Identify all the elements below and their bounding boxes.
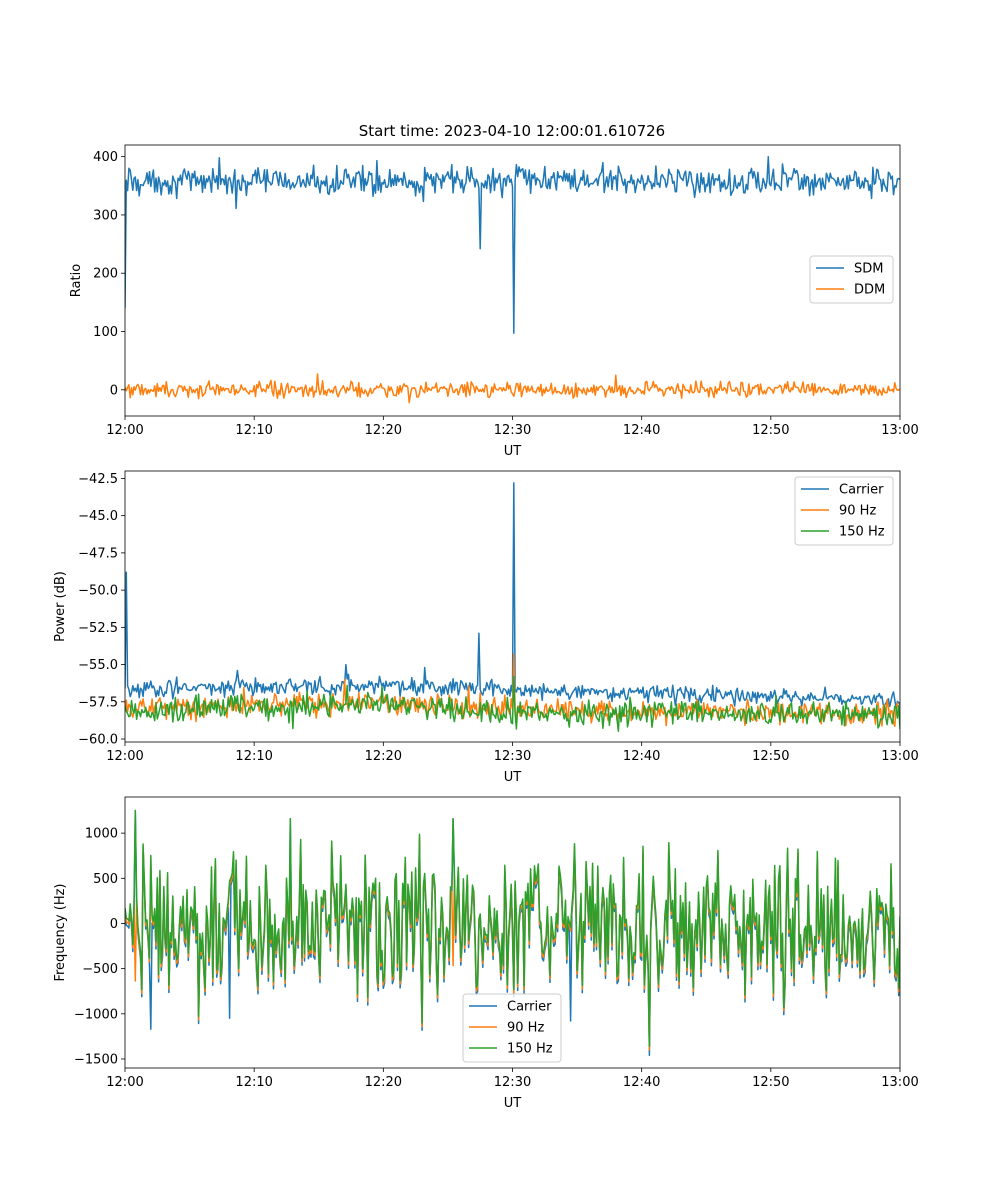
x-tick-label: 12:30	[494, 423, 531, 438]
y-tick-label: −45.0	[78, 509, 118, 524]
y-tick-label: 300	[93, 208, 118, 223]
legend-label: Carrier	[839, 483, 884, 498]
frequency-subplot: 12:00 12:10 12:20 12:30 12:40 12:50 13:00 −1500…	[53, 796, 919, 1111]
y-tick-label: 400	[93, 150, 118, 165]
x-tick-label: 12:40	[623, 423, 660, 438]
ratio-subplot: 12:00 12:10 12:20 12:30 12:40 12:50 13:00 0 100 2…	[69, 144, 919, 459]
x-tick-label: 12:00	[106, 423, 143, 438]
x-tick-label: 12:50	[752, 749, 789, 764]
y-tick-label: −60.0	[78, 733, 118, 748]
legend-label: 150 Hz	[507, 1042, 553, 1057]
x-tick-label: 12:30	[494, 749, 531, 764]
x-tick-label: 12:10	[235, 423, 272, 438]
y-tick-label: −1500	[74, 1052, 118, 1067]
x-tick-label: 13:00	[881, 423, 918, 438]
legend-label: 90 Hz	[507, 1021, 544, 1036]
y-tick-label: 1000	[85, 827, 118, 842]
x-tick-label: 12:20	[365, 749, 402, 764]
series-line-sdm	[125, 155, 900, 334]
x-tick-label: 13:00	[881, 749, 918, 764]
y-axis-label: Frequency (Hz)	[53, 883, 68, 981]
legend: SDM DDM	[809, 255, 894, 304]
x-tick-label: 12:10	[235, 749, 272, 764]
y-tick-label: −500	[82, 962, 118, 977]
legend-label: 150 Hz	[839, 525, 885, 540]
chart-title: Start time: 2023-04-10 12:00:01.610726	[359, 122, 665, 140]
y-tick-label: −47.5	[78, 546, 118, 561]
x-tick-label: 12:20	[365, 423, 402, 438]
x-tick-label: 12:50	[752, 423, 789, 438]
power-subplot: 12:00 12:10 12:20 12:30 12:40 12:50 13:00 −42.5…	[53, 470, 919, 785]
y-tick-label: −57.5	[78, 695, 118, 710]
x-tick-label: 12:50	[752, 1075, 789, 1090]
y-tick-label: −1000	[74, 1007, 118, 1022]
y-tick-label: −55.0	[78, 658, 118, 673]
y-tick-label: −50.0	[78, 584, 118, 599]
legend: Carrier 90 Hz 150 Hz	[462, 993, 562, 1063]
legend-frame	[462, 993, 562, 1063]
legend-label: Carrier	[507, 1000, 552, 1015]
series-line-ddm	[125, 373, 900, 404]
legend-frame	[794, 476, 894, 546]
y-tick-label: −42.5	[78, 472, 118, 487]
legend-label: SDM	[854, 262, 883, 277]
legend: Carrier 90 Hz 150 Hz	[794, 476, 894, 546]
x-tick-label: 12:40	[623, 749, 660, 764]
y-axis-label: Power (dB)	[53, 571, 68, 642]
x-tick-label: 12:10	[235, 1075, 272, 1090]
x-axis-label: UT	[504, 770, 522, 785]
x-tick-label: 12:40	[623, 1075, 660, 1090]
y-tick-label: 100	[93, 325, 118, 340]
x-tick-label: 12:00	[106, 749, 143, 764]
y-tick-label: 0	[110, 917, 118, 932]
y-tick-label: 0	[110, 383, 118, 398]
x-tick-label: 12:20	[365, 1075, 402, 1090]
y-axis-label: Ratio	[69, 264, 84, 297]
x-axis-label: UT	[504, 444, 522, 459]
y-tick-label: −52.5	[78, 621, 118, 636]
x-tick-label: 12:30	[494, 1075, 531, 1090]
y-tick-label: 200	[93, 267, 118, 282]
x-tick-label: 12:00	[106, 1075, 143, 1090]
series-line-150-hz	[125, 675, 900, 732]
x-axis-label: UT	[504, 1096, 522, 1111]
legend-label: DDM	[854, 283, 885, 298]
x-tick-label: 13:00	[881, 1075, 918, 1090]
y-tick-label: 500	[93, 872, 118, 887]
legend-label: 90 Hz	[839, 504, 876, 519]
series-line-150-hz	[125, 809, 900, 1048]
